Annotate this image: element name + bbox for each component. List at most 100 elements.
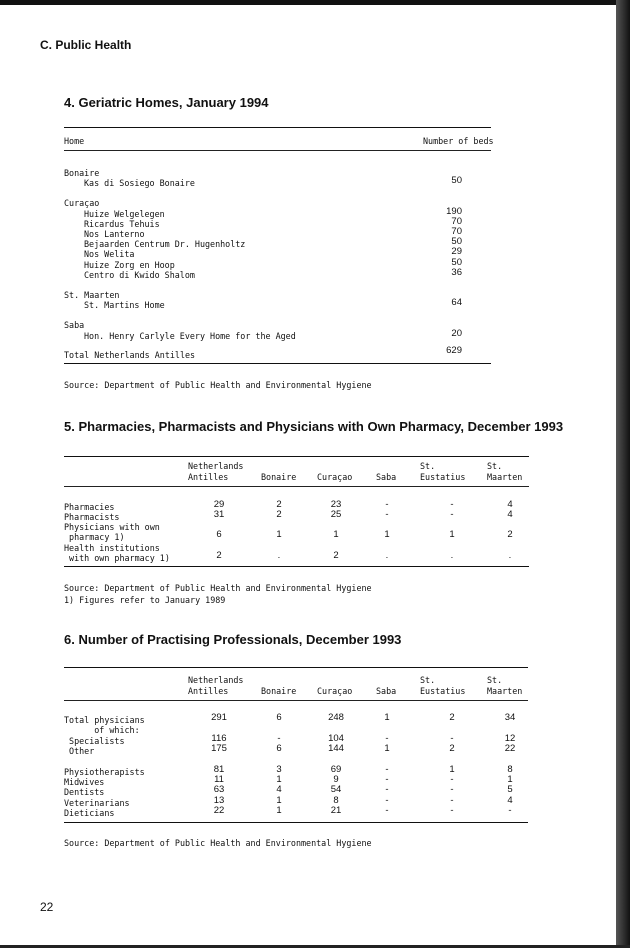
total-label: Total Netherlands Antilles xyxy=(64,350,196,360)
table4-col-home: Home xyxy=(64,136,85,146)
row-label: Other xyxy=(64,746,95,756)
home-name: Nos Lanterno xyxy=(84,229,145,239)
cell-value: 12 xyxy=(504,733,516,744)
cell-value: . xyxy=(450,550,454,562)
cell-value: - xyxy=(385,764,389,775)
beds-value: 70 xyxy=(451,215,462,227)
cell-value: . xyxy=(385,550,389,562)
cell-value: 31 xyxy=(213,509,225,520)
cell-value: . xyxy=(277,550,281,562)
table6-source: Source: Department of Public Health and … xyxy=(64,838,372,848)
row-label: of which: xyxy=(64,725,140,736)
cell-value: 2 xyxy=(507,529,513,541)
group-label: Saba xyxy=(64,320,85,331)
beds-value: 36 xyxy=(451,266,462,278)
cell-value: 11 xyxy=(214,774,224,785)
table4-header-rule xyxy=(64,150,491,151)
cell-value: 104 xyxy=(328,733,344,744)
cell-value: 1 xyxy=(449,529,455,541)
cell-value: - xyxy=(385,805,389,816)
column-header: St. xyxy=(487,461,503,471)
column-header: Saba xyxy=(376,685,397,696)
group-label: St. Maarten xyxy=(64,290,120,300)
table4-title: 4. Geriatric Homes, January 1994 xyxy=(64,95,269,110)
row-label: Dentists xyxy=(64,787,105,797)
cell-value: - xyxy=(450,784,454,795)
cell-value: 13 xyxy=(213,795,225,806)
home-name: Ricardus Tehuis xyxy=(84,218,160,229)
home-name: Nos Welita xyxy=(84,249,135,260)
home-name: Bejaarden Centrum Dr. Hugenholtz xyxy=(84,239,246,250)
cell-value: - xyxy=(385,774,389,785)
column-header: Bonaire xyxy=(261,685,297,696)
cell-value: 1 xyxy=(384,743,390,754)
beds-value: 20 xyxy=(451,327,462,339)
column-header: Maarten xyxy=(487,471,523,482)
beds-value: 190 xyxy=(446,205,462,217)
cell-value: 4 xyxy=(507,499,513,510)
column-header: St. xyxy=(420,461,436,471)
cell-value: 1 xyxy=(384,529,390,541)
home-name: Huize Welgelegen xyxy=(84,208,165,219)
cell-value: . xyxy=(508,550,512,562)
row-label: Physiotherapists xyxy=(64,767,145,777)
home-name: Huize Zorg en Hoop xyxy=(84,259,175,270)
table5-footnote: 1) Figures refer to January 1989 xyxy=(64,595,226,605)
cell-value: 25 xyxy=(330,509,342,520)
row-label: Physicians with own xyxy=(64,522,160,532)
cell-value: 291 xyxy=(211,712,227,723)
row-label: with own pharmacy 1) xyxy=(64,553,170,564)
home-name: Hon. Henry Carlyle Every Home for the Ag… xyxy=(84,330,296,341)
beds-value: 50 xyxy=(451,236,462,248)
cell-value: 1 xyxy=(333,529,339,541)
beds-value: 50 xyxy=(451,256,462,268)
table6-top-rule xyxy=(64,667,528,668)
cell-value: 4 xyxy=(276,784,282,795)
cell-value: 116 xyxy=(211,733,227,744)
cell-value: 8 xyxy=(333,795,339,806)
row-label: Total physicians xyxy=(64,715,145,725)
row-label: Dieticians xyxy=(64,808,115,818)
cell-value: 5 xyxy=(507,784,513,795)
cell-value: - xyxy=(277,733,281,744)
cell-value: - xyxy=(508,805,512,816)
cell-value: 4 xyxy=(507,509,513,520)
cell-value: 63 xyxy=(213,784,225,795)
cell-value: - xyxy=(385,784,389,795)
cell-value: 1 xyxy=(384,712,390,723)
cell-value: 2 xyxy=(449,712,455,723)
cell-value: - xyxy=(385,509,389,520)
scan-edge-right xyxy=(616,0,630,948)
row-label: Veterinarians xyxy=(64,798,130,808)
row-label: Pharmacies xyxy=(64,502,115,512)
beds-value: 29 xyxy=(451,246,462,258)
cell-value: 6 xyxy=(216,529,222,541)
cell-value: - xyxy=(450,774,454,785)
table5-header-rule xyxy=(64,486,529,487)
cell-value: - xyxy=(450,795,454,806)
cell-value: 81 xyxy=(213,764,225,775)
table6-header-rule xyxy=(64,700,528,701)
table5-top-rule xyxy=(64,456,529,457)
column-header: Netherlands xyxy=(188,461,244,471)
beds-value: 64 xyxy=(451,297,462,309)
cell-value: 6 xyxy=(276,712,282,723)
beds-value: 70 xyxy=(451,226,462,237)
table4-bottom-rule xyxy=(64,363,491,364)
column-header: St. xyxy=(420,675,436,685)
cell-value: 144 xyxy=(328,743,344,754)
table5-source: Source: Department of Public Health and … xyxy=(64,583,372,593)
cell-value: 22 xyxy=(213,805,225,816)
column-header: Curaçao xyxy=(317,685,353,696)
cell-value: 175 xyxy=(211,743,227,754)
home-name: St. Martins Home xyxy=(84,300,165,311)
column-header: Curaçao xyxy=(317,471,353,482)
column-header: St. xyxy=(487,675,503,685)
cell-value: 6 xyxy=(276,743,282,754)
cell-value: 34 xyxy=(504,712,516,723)
column-header: Antilles xyxy=(188,471,229,482)
column-header: Maarten xyxy=(487,685,523,696)
cell-value: 4 xyxy=(507,795,513,806)
scan-edge-bottom xyxy=(0,945,630,948)
cell-value: - xyxy=(385,499,389,510)
